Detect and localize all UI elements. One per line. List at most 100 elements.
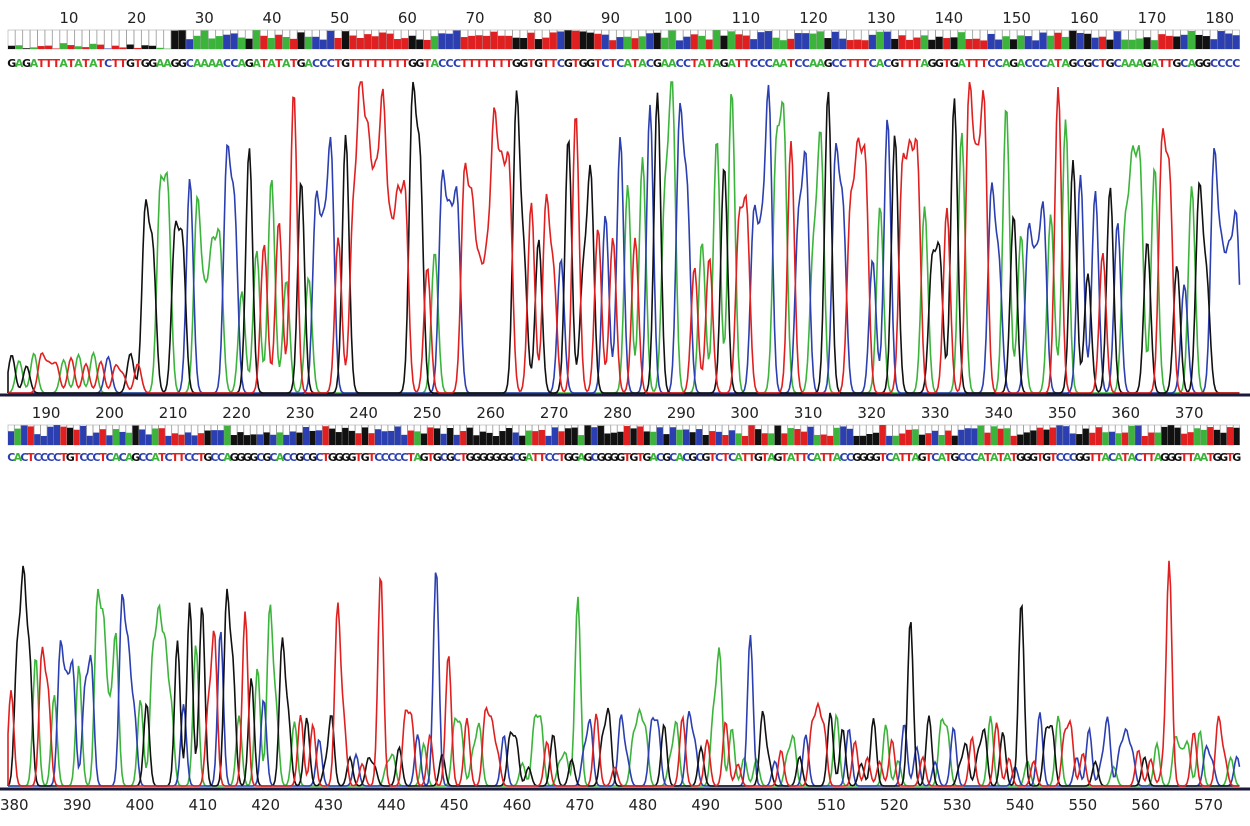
quality-bar [67, 428, 73, 445]
quality-bar [60, 43, 67, 49]
quality-bar [408, 431, 414, 445]
quality-bar [919, 435, 925, 445]
position-label-350: 350 [1048, 404, 1077, 422]
quality-bar-outline [23, 30, 30, 49]
quality-bar [112, 46, 119, 49]
quality-bar [387, 34, 394, 49]
quality-bar [1083, 429, 1089, 445]
quality-bar [572, 31, 579, 49]
quality-bar [8, 431, 14, 445]
quality-bar [526, 431, 532, 445]
position-label-230: 230 [286, 404, 315, 422]
position-label-530: 530 [943, 796, 972, 814]
quality-bar [1010, 39, 1017, 49]
quality-bar [146, 434, 152, 445]
quality-bar [382, 431, 388, 445]
quality-bar [277, 432, 283, 445]
quality-bar [165, 436, 171, 445]
quality-bar [669, 30, 676, 49]
quality-bar [1214, 430, 1220, 445]
position-label-520: 520 [880, 796, 909, 814]
quality-bar-outline [30, 30, 37, 49]
quality-bar [1114, 31, 1121, 49]
quality-bar [205, 431, 211, 445]
quality-bar [30, 47, 37, 49]
quality-bar [45, 46, 52, 49]
quality-bar [264, 432, 270, 445]
quality-bar [133, 426, 139, 445]
quality-bar [355, 433, 361, 445]
quality-bar [639, 36, 646, 49]
quality-bar [335, 38, 342, 49]
position-label-180: 180 [1205, 9, 1234, 27]
quality-bar [1084, 34, 1091, 49]
quality-bar [565, 30, 572, 49]
quality-bar [1099, 37, 1106, 49]
quality-bar [958, 32, 965, 49]
quality-bar [817, 31, 824, 49]
quality-bar [654, 33, 661, 49]
position-label-190: 190 [32, 404, 61, 422]
quality-bar [860, 436, 866, 445]
quality-bar [53, 48, 60, 49]
quality-bar [840, 426, 846, 445]
quality-bar [1174, 428, 1180, 445]
quality-bar [260, 36, 267, 49]
quality-bar [886, 436, 892, 445]
quality-bar [1017, 35, 1024, 49]
quality-bar [1043, 430, 1049, 445]
quality-bar [185, 432, 191, 445]
quality-bar [1135, 426, 1141, 445]
quality-bar [743, 36, 750, 49]
quality-bar [323, 426, 329, 445]
quality-bar-outline [134, 30, 141, 49]
quality-bar [47, 427, 53, 445]
quality-bar [611, 433, 617, 445]
quality-bar [250, 434, 256, 445]
quality-bar [832, 32, 839, 49]
quality-bar [943, 38, 950, 49]
quality-bar [535, 39, 542, 49]
quality-bar [297, 32, 304, 49]
position-label-560: 560 [1131, 796, 1160, 814]
quality-bar [119, 47, 126, 49]
quality-bar [28, 426, 34, 445]
quality-bar [1142, 436, 1148, 445]
position-label-20: 20 [127, 9, 146, 27]
quality-bar [1121, 40, 1128, 49]
quality-bar [827, 436, 833, 445]
quality-bar [1233, 428, 1239, 445]
quality-bar [965, 39, 972, 49]
quality-bar [519, 436, 525, 445]
quality-bar [1218, 31, 1225, 49]
quality-bar [237, 432, 243, 445]
quality-bar [467, 428, 473, 445]
quality-bar [34, 434, 40, 445]
position-label-200: 200 [95, 404, 124, 422]
quality-bar [171, 31, 178, 49]
quality-bar [1220, 433, 1226, 445]
quality-bar [218, 430, 224, 445]
quality-bar [1148, 433, 1154, 445]
quality-bar [1062, 37, 1069, 49]
quality-bar [925, 433, 931, 445]
quality-bar [379, 33, 386, 49]
quality-bar [159, 428, 165, 445]
quality-bar [824, 38, 831, 49]
quality-bar [587, 33, 594, 49]
quality-bar [690, 432, 696, 445]
quality-bar [134, 48, 141, 49]
quality-bar [558, 431, 564, 445]
quality-bar [984, 433, 990, 445]
quality-bar [208, 38, 215, 49]
quality-bar [591, 427, 597, 445]
position-label-90: 90 [601, 9, 620, 27]
position-label-270: 270 [540, 404, 569, 422]
quality-bar [528, 33, 535, 49]
quality-bar [1004, 428, 1010, 445]
quality-bar [945, 431, 951, 445]
quality-bar [572, 428, 578, 445]
quality-bar [1129, 40, 1136, 49]
